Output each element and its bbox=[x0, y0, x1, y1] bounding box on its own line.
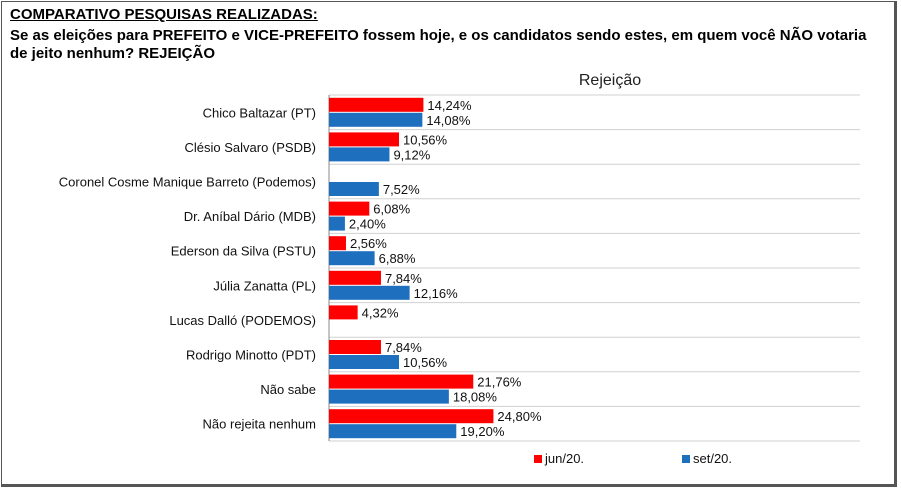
bar-jun bbox=[329, 97, 424, 112]
data-label-set: 9,12% bbox=[393, 147, 430, 162]
data-label-set: 14,08% bbox=[426, 113, 471, 128]
category-label: Não rejeita nenhum bbox=[203, 417, 316, 432]
data-label-jun: 7,84% bbox=[385, 340, 422, 355]
survey-question: Se as eleições para PREFEITO e VICE-PREF… bbox=[10, 27, 867, 62]
category-label: Não sabe bbox=[260, 382, 316, 397]
chart-title: Rejeição bbox=[578, 72, 642, 89]
category-label: Rodrigo Minotto (PDT) bbox=[186, 348, 316, 363]
legend-swatch-set bbox=[682, 454, 690, 463]
data-label-jun: 10,56% bbox=[403, 132, 448, 147]
data-label-set: 7,52% bbox=[383, 182, 420, 197]
bar-set bbox=[329, 285, 410, 300]
data-label-set: 10,56% bbox=[403, 355, 448, 370]
bar-set bbox=[329, 182, 379, 196]
bar-jun bbox=[329, 305, 358, 320]
category-label: Clésio Salvaro (PSDB) bbox=[185, 140, 317, 155]
legend-item-jun: jun/20. bbox=[534, 451, 584, 466]
bar-set bbox=[329, 355, 400, 369]
legend-item-set: set/20. bbox=[682, 451, 732, 466]
data-label-jun: 24,80% bbox=[497, 409, 542, 424]
data-label-jun: 14,24% bbox=[427, 98, 472, 113]
data-label-set: 12,16% bbox=[414, 286, 459, 301]
data-label-jun: 7,84% bbox=[385, 271, 422, 286]
bar-jun bbox=[329, 236, 346, 251]
legend-label-jun: jun/20. bbox=[545, 451, 585, 466]
data-label-set: 19,20% bbox=[460, 424, 505, 439]
bar-set bbox=[329, 216, 345, 231]
legend-label-set: set/20. bbox=[693, 451, 733, 466]
page-heading: COMPARATIVO PESQUISAS REALIZADAS: bbox=[10, 6, 318, 23]
bar-jun bbox=[329, 340, 381, 354]
legend-swatch-jun bbox=[534, 454, 542, 463]
data-label-set: 2,40% bbox=[349, 217, 386, 232]
category-label: Júlia Zanatta (PL) bbox=[213, 278, 316, 293]
data-label-set: 18,08% bbox=[453, 390, 498, 405]
bar-set bbox=[329, 147, 390, 162]
category-label: Dr. Aníbal Dário (MDB) bbox=[184, 209, 316, 224]
bar-set bbox=[329, 112, 423, 127]
category-label: Coronel Cosme Manique Barreto (Podemos) bbox=[59, 175, 316, 190]
data-label-jun: 4,32% bbox=[362, 305, 399, 320]
bar-set bbox=[329, 251, 375, 266]
bar-set bbox=[329, 389, 449, 404]
category-label: Ederson da Silva (PSTU) bbox=[171, 244, 316, 259]
category-label: Chico Baltazar (PT) bbox=[203, 105, 316, 120]
bar-jun bbox=[329, 132, 400, 147]
data-label-jun: 2,56% bbox=[350, 236, 387, 251]
bar-jun bbox=[329, 201, 370, 216]
data-label-jun: 21,76% bbox=[477, 375, 522, 390]
bar-set bbox=[329, 424, 457, 439]
bar-jun bbox=[329, 409, 494, 424]
data-label-set: 6,88% bbox=[379, 251, 416, 266]
bar-jun bbox=[329, 270, 381, 285]
data-label-jun: 6,08% bbox=[373, 202, 410, 217]
category-label: Lucas Dalló (PODEMOS) bbox=[169, 313, 316, 328]
bar-jun bbox=[329, 374, 474, 389]
